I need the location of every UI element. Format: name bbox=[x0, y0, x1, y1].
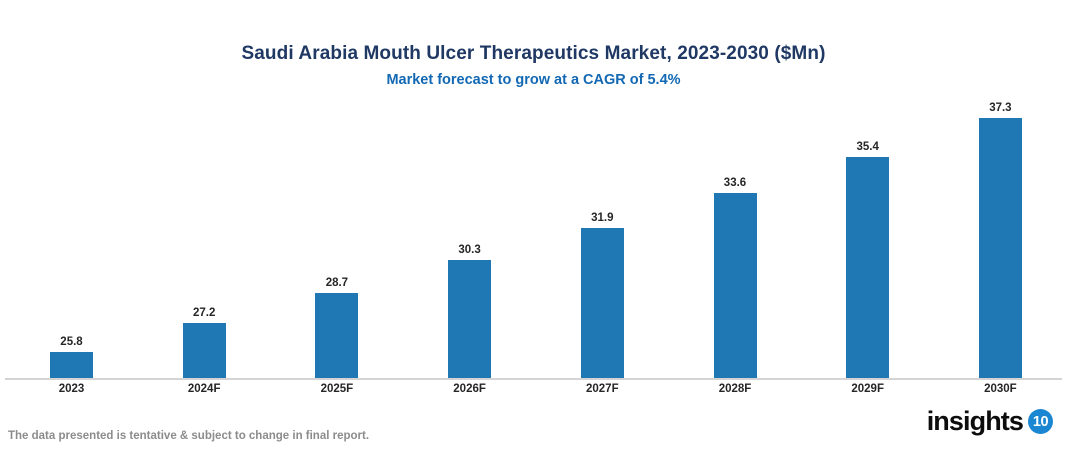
bar-value-label: 35.4 bbox=[856, 140, 879, 153]
bar-2028F bbox=[713, 193, 757, 378]
bar-2024F bbox=[182, 323, 226, 378]
brand-badge-icon: 10 bbox=[1028, 409, 1053, 434]
category-label-2026F: 2026F bbox=[453, 383, 486, 395]
category-label-2027F: 2027F bbox=[585, 383, 619, 395]
bar-2030F bbox=[978, 118, 1022, 378]
bar-value-label: 37.3 bbox=[989, 102, 1012, 115]
bar-value-label: 30.3 bbox=[458, 244, 481, 257]
bar-value-label: 31.9 bbox=[591, 211, 614, 224]
axis-baseline bbox=[5, 378, 1062, 380]
bar-value-label: 28.7 bbox=[325, 276, 349, 289]
bar-value-label: 25.8 bbox=[60, 335, 83, 348]
bar-value-label: 27.2 bbox=[192, 307, 216, 320]
bar-2025F bbox=[315, 292, 359, 378]
chart-subtitle: Market forecast to grow at a CAGR of 5.4… bbox=[386, 72, 681, 88]
plot-area: 25.8 27.2 28.7 30.3 31.9 33.6 35.4 37.3 bbox=[0, 100, 1067, 380]
bar-2026F bbox=[448, 260, 492, 378]
category-label-2025F: 2025F bbox=[320, 383, 354, 395]
category-label-2023: 2023 bbox=[58, 383, 85, 395]
chart-title: Saudi Arabia Mouth Ulcer Therapeutics Ma… bbox=[241, 43, 826, 64]
footer-disclaimer: The data presented is tentative & subjec… bbox=[8, 430, 370, 442]
brand-wordmark: insights bbox=[926, 406, 1024, 436]
bar-2023 bbox=[50, 351, 93, 378]
category-label-2030F: 2030F bbox=[984, 383, 1017, 395]
category-label-2024F: 2024F bbox=[187, 383, 221, 395]
bar-value-label: 33.6 bbox=[723, 177, 747, 190]
brand-logo: insights 10 bbox=[927, 408, 1053, 435]
category-axis: 2023 2024F 2025F 2026F 2027F 2028F 2029F 2030F bbox=[0, 379, 1067, 403]
category-label-2029F: 2029F bbox=[851, 383, 884, 395]
bar-2029F bbox=[846, 156, 890, 378]
bar-2027F bbox=[580, 227, 624, 378]
category-label-2028F: 2028F bbox=[718, 383, 752, 395]
